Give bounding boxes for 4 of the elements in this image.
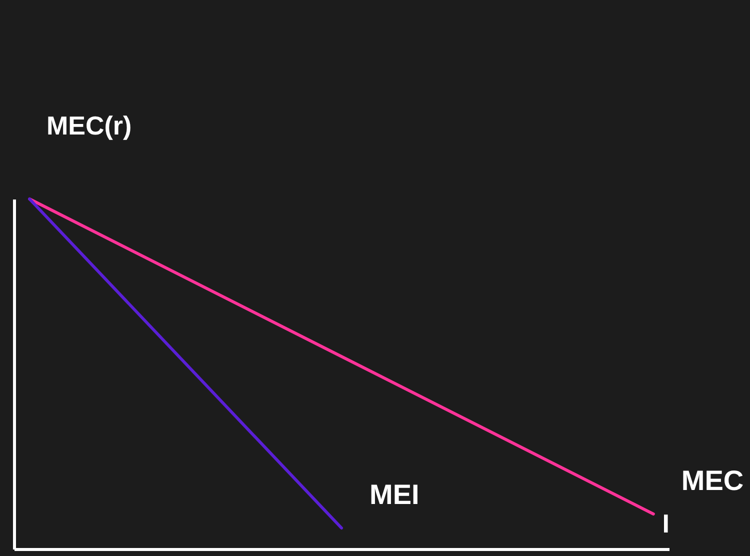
- series-label: MEI: [370, 479, 420, 510]
- x-axis-title: I: [662, 508, 670, 538]
- y-axis-title: MEC(r): [46, 110, 132, 140]
- series-label: MEC: [681, 465, 744, 496]
